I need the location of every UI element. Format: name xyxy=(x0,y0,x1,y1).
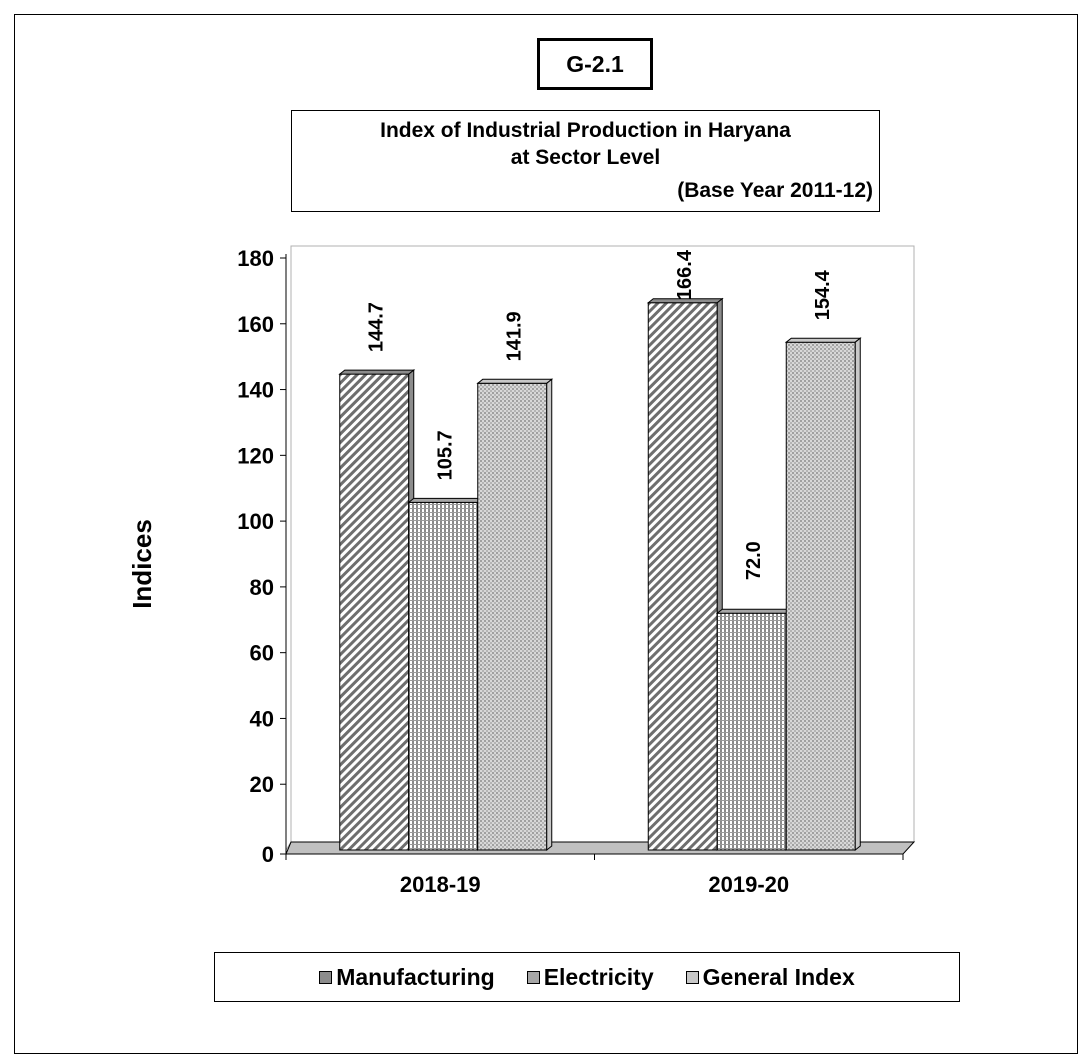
y-tick-label: 140 xyxy=(237,378,274,403)
bar-top xyxy=(407,497,485,503)
legend: Manufacturing Electricity General Index xyxy=(214,952,960,1002)
y-tick-label: 120 xyxy=(237,443,274,468)
data-labels: 144.7 105.7 141.9 166.4 72.0 154.4 xyxy=(365,249,834,580)
bar-manufacturing xyxy=(339,373,410,851)
y-axis-label: Indices xyxy=(127,519,157,609)
legend-swatch xyxy=(526,970,540,984)
legend-label: Manufacturing xyxy=(336,963,495,990)
y-tick-label: 180 xyxy=(237,246,274,271)
bar-side xyxy=(546,378,553,852)
legend-label: Electricity xyxy=(543,963,654,990)
legend-swatch xyxy=(319,970,333,984)
bar-electricity xyxy=(408,501,479,851)
chart-subtitle: (Base Year 2011-12) xyxy=(677,179,873,202)
bar-manufacturing xyxy=(647,302,718,851)
data-label: 166.4 xyxy=(674,249,696,300)
bar-top xyxy=(476,378,554,384)
y-tick-label: 60 xyxy=(250,641,274,666)
data-label: 144.7 xyxy=(365,302,387,352)
legend-item-general-index: General Index xyxy=(685,963,855,991)
bar-general-index xyxy=(477,382,548,851)
legend-label: General Index xyxy=(702,963,855,990)
plot-back-wall xyxy=(285,245,915,851)
y-tick-label: 160 xyxy=(237,312,274,337)
data-label: 105.7 xyxy=(434,430,456,480)
chart-title-line2: at Sector Level xyxy=(510,146,661,169)
bar-general-index xyxy=(785,341,856,851)
bars xyxy=(338,297,862,852)
data-label: 72.0 xyxy=(743,541,765,580)
y-tick-label: 20 xyxy=(250,772,274,797)
chart-title-line1: Index of Industrial Production in Haryan… xyxy=(380,119,791,142)
bar-side xyxy=(854,337,861,852)
y-tick-label: 100 xyxy=(237,509,274,534)
bar-top xyxy=(715,608,793,614)
x-tick-label: 2018-19 xyxy=(400,872,481,897)
legend-swatch xyxy=(685,970,699,984)
x-tick-label: 2019-20 xyxy=(708,872,789,897)
data-label: 154.4 xyxy=(812,269,834,320)
legend-item-manufacturing: Manufacturing xyxy=(319,963,495,991)
y-tick-label: 40 xyxy=(250,706,274,731)
bar-top xyxy=(338,369,416,375)
y-tick-label: 80 xyxy=(250,575,274,600)
legend-item-electricity: Electricity xyxy=(526,963,654,991)
figure-id-box: G-2.1 xyxy=(537,38,653,90)
bar-electricity xyxy=(716,612,787,851)
chart-title-box: Index of Industrial Production in Haryan… xyxy=(291,110,880,212)
y-tick-label: 0 xyxy=(262,842,274,867)
data-label: 141.9 xyxy=(503,311,525,361)
bar-top xyxy=(784,337,862,343)
